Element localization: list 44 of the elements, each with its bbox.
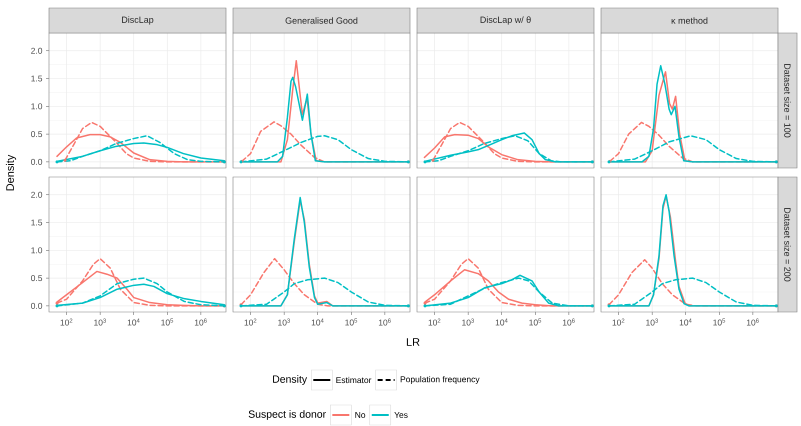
x-tick-label: 10$^{2}$ [244, 318, 256, 326]
y-tick-label: 1.0 [31, 103, 42, 110]
text: Estimator [336, 376, 372, 384]
x-tick-label: 10$^{5}$ [713, 318, 726, 326]
x-tick-label: 10$^{2}$ [612, 318, 624, 326]
y-tick-label: 0.0 [31, 302, 42, 309]
x-tick-label: 10$^{5}$ [529, 318, 542, 326]
chart-title: κ method [672, 17, 708, 24]
text: LR [406, 338, 420, 346]
x-tick-label: 10$^{3}$ [278, 318, 290, 326]
x-tick-label: 10$^{4}$ [312, 318, 324, 326]
y-tick-label: 1.0 [31, 247, 42, 254]
x-tick-label: 10$^{4}$ [128, 318, 140, 326]
x-tick-label: 10$^{4}$ [496, 318, 508, 326]
text: Density [6, 154, 16, 190]
text: Population frequency [400, 376, 480, 384]
text: Yes [394, 412, 408, 418]
x-tick-label: 10$^{2}$ [60, 318, 72, 326]
text: Dataset size = 100 [784, 64, 791, 138]
y-tick-label: 0.5 [31, 131, 42, 138]
x-tick-label: 10$^{3}$ [646, 318, 658, 326]
chart-title: DiscLap [122, 16, 154, 25]
x-tick-label: 10$^{4}$ [680, 318, 692, 326]
y-tick-label: 1.5 [31, 76, 42, 82]
chart-title: Generalised Good [286, 17, 358, 24]
y-tick-label: 2.0 [31, 48, 42, 54]
y-tick-label: 1.5 [31, 220, 42, 226]
x-tick-label: 10$^{5}$ [345, 318, 358, 326]
y-tick-label: 0.0 [31, 158, 42, 165]
chart-title: DiscLap w/ θ [480, 16, 531, 25]
text: No [355, 412, 366, 418]
x-tick-label: 10$^{6}$ [194, 318, 207, 326]
y-tick-label: 2.0 [31, 192, 42, 198]
x-tick-label: 10$^{2}$ [428, 318, 440, 326]
x-tick-label: 10$^{6}$ [378, 318, 391, 326]
x-tick-label: 10$^{6}$ [746, 318, 759, 326]
x-tick-label: 10$^{3}$ [462, 318, 474, 326]
text: Suspect is donor [248, 410, 326, 420]
y-tick-label: 0.5 [31, 275, 42, 282]
text: Dataset size = 200 [784, 208, 791, 282]
x-tick-label: 10$^{5}$ [161, 318, 174, 326]
x-tick-label: 10$^{6}$ [562, 318, 575, 326]
text: Density [273, 375, 308, 385]
x-tick-label: 10$^{3}$ [94, 318, 106, 326]
